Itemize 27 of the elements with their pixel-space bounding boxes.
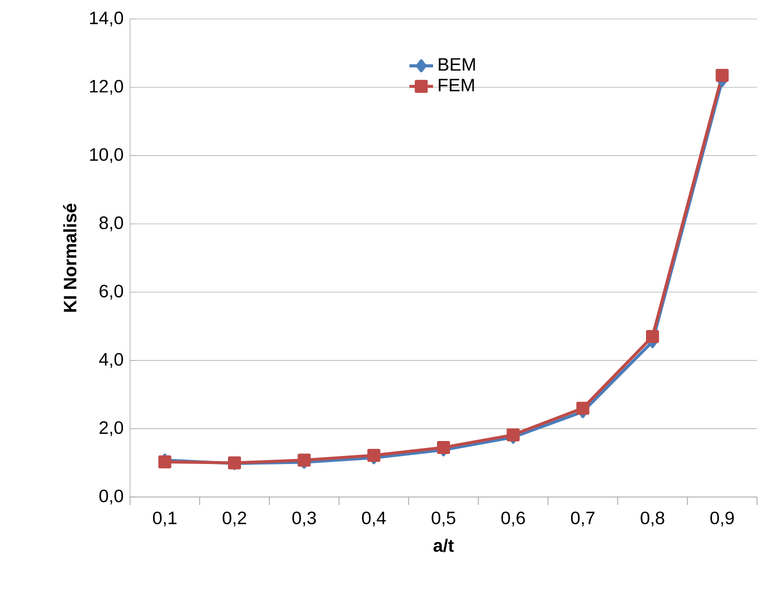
y-tick-label: 14,0 <box>90 12 124 26</box>
y-tick-label: 6,0 <box>100 284 124 300</box>
y-tick-label: 8,0 <box>100 216 124 232</box>
point <box>646 330 660 344</box>
x-tick-label: 0,7 <box>571 512 594 526</box>
y-tick-label: 0,0 <box>99 490 124 504</box>
point <box>367 448 380 462</box>
legend-label: FEM <box>438 78 474 92</box>
x-tick-label: 0,2 <box>222 512 246 526</box>
x-tick-label: 0,5 <box>432 512 456 526</box>
point <box>436 440 450 454</box>
y-tick-label: 12,0 <box>90 80 124 95</box>
point <box>576 402 590 415</box>
y-tick-label: 10,0 <box>90 148 124 163</box>
y-tick-label: 2,0 <box>100 421 124 436</box>
x-tick-label: 0,4 <box>362 512 386 526</box>
legend-label: BEM <box>438 58 475 71</box>
y-tick-label: 4,0 <box>99 352 124 368</box>
x-tick-label: 0,6 <box>501 512 525 526</box>
x-axis-title: a/t <box>434 538 454 552</box>
y-axis-title: KI Normalisé <box>63 204 76 312</box>
x-tick-label: 0,8 <box>640 512 664 526</box>
x-tick-label: 0,1 <box>153 512 176 526</box>
point <box>716 68 729 82</box>
x-tick-label: 0,3 <box>292 512 316 526</box>
x-tick-label: 0,9 <box>710 512 734 526</box>
point <box>506 428 520 442</box>
